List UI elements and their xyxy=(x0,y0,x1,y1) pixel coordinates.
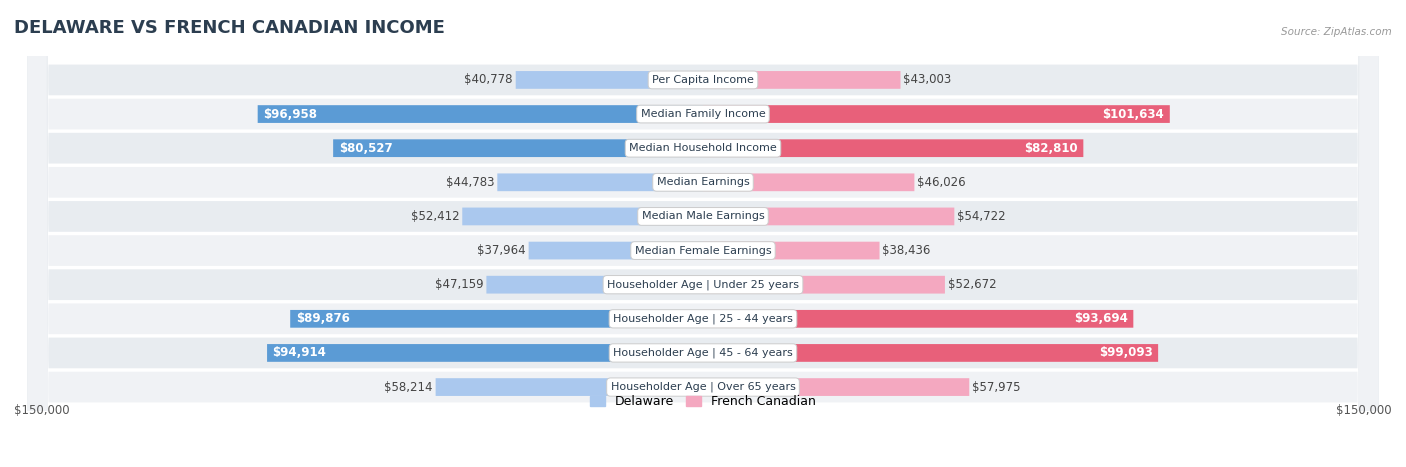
Text: Median Earnings: Median Earnings xyxy=(657,177,749,187)
FancyBboxPatch shape xyxy=(703,207,955,225)
Text: $38,436: $38,436 xyxy=(883,244,931,257)
FancyBboxPatch shape xyxy=(28,0,1378,467)
Text: $99,093: $99,093 xyxy=(1099,347,1153,360)
FancyBboxPatch shape xyxy=(703,71,900,89)
Text: DELAWARE VS FRENCH CANADIAN INCOME: DELAWARE VS FRENCH CANADIAN INCOME xyxy=(14,19,444,37)
Text: $96,958: $96,958 xyxy=(263,107,318,120)
Text: $54,722: $54,722 xyxy=(957,210,1005,223)
Text: $43,003: $43,003 xyxy=(903,73,952,86)
FancyBboxPatch shape xyxy=(267,344,703,362)
Text: $101,634: $101,634 xyxy=(1102,107,1164,120)
Text: $80,527: $80,527 xyxy=(339,142,392,155)
Text: Median Family Income: Median Family Income xyxy=(641,109,765,119)
Text: Householder Age | 25 - 44 years: Householder Age | 25 - 44 years xyxy=(613,313,793,324)
Text: Per Capita Income: Per Capita Income xyxy=(652,75,754,85)
Text: $93,694: $93,694 xyxy=(1074,312,1128,325)
Text: Median Female Earnings: Median Female Earnings xyxy=(634,246,772,255)
Text: $150,000: $150,000 xyxy=(1336,404,1392,417)
Text: $82,810: $82,810 xyxy=(1024,142,1078,155)
Text: Source: ZipAtlas.com: Source: ZipAtlas.com xyxy=(1281,27,1392,37)
Text: $52,412: $52,412 xyxy=(411,210,460,223)
FancyBboxPatch shape xyxy=(28,0,1378,467)
FancyBboxPatch shape xyxy=(486,276,703,294)
FancyBboxPatch shape xyxy=(703,173,914,191)
FancyBboxPatch shape xyxy=(703,310,1133,328)
FancyBboxPatch shape xyxy=(463,207,703,225)
FancyBboxPatch shape xyxy=(257,105,703,123)
Text: $44,783: $44,783 xyxy=(446,176,495,189)
FancyBboxPatch shape xyxy=(28,0,1378,467)
FancyBboxPatch shape xyxy=(290,310,703,328)
FancyBboxPatch shape xyxy=(28,0,1378,467)
FancyBboxPatch shape xyxy=(436,378,703,396)
Text: Median Household Income: Median Household Income xyxy=(628,143,778,153)
FancyBboxPatch shape xyxy=(703,276,945,294)
FancyBboxPatch shape xyxy=(28,0,1378,467)
Text: $89,876: $89,876 xyxy=(295,312,350,325)
Text: $52,672: $52,672 xyxy=(948,278,997,291)
Text: $37,964: $37,964 xyxy=(477,244,526,257)
FancyBboxPatch shape xyxy=(516,71,703,89)
Text: $47,159: $47,159 xyxy=(434,278,484,291)
FancyBboxPatch shape xyxy=(28,0,1378,467)
FancyBboxPatch shape xyxy=(703,242,880,260)
Text: $94,914: $94,914 xyxy=(273,347,326,360)
Text: Householder Age | Under 25 years: Householder Age | Under 25 years xyxy=(607,279,799,290)
FancyBboxPatch shape xyxy=(28,0,1378,467)
Text: Householder Age | Over 65 years: Householder Age | Over 65 years xyxy=(610,382,796,392)
Text: $40,778: $40,778 xyxy=(464,73,513,86)
FancyBboxPatch shape xyxy=(28,0,1378,467)
FancyBboxPatch shape xyxy=(28,0,1378,467)
Text: Median Male Earnings: Median Male Earnings xyxy=(641,212,765,221)
Text: $46,026: $46,026 xyxy=(917,176,966,189)
FancyBboxPatch shape xyxy=(529,242,703,260)
Text: $58,214: $58,214 xyxy=(384,381,433,394)
FancyBboxPatch shape xyxy=(703,344,1159,362)
FancyBboxPatch shape xyxy=(498,173,703,191)
FancyBboxPatch shape xyxy=(703,139,1084,157)
Legend: Delaware, French Canadian: Delaware, French Canadian xyxy=(589,395,817,408)
Text: $150,000: $150,000 xyxy=(14,404,70,417)
Text: Householder Age | 45 - 64 years: Householder Age | 45 - 64 years xyxy=(613,348,793,358)
FancyBboxPatch shape xyxy=(333,139,703,157)
FancyBboxPatch shape xyxy=(703,105,1170,123)
FancyBboxPatch shape xyxy=(703,378,969,396)
Text: $57,975: $57,975 xyxy=(972,381,1021,394)
FancyBboxPatch shape xyxy=(28,0,1378,467)
